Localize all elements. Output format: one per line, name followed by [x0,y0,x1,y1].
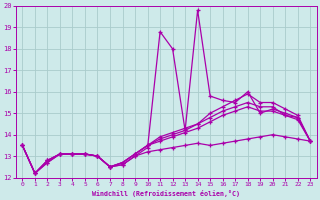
X-axis label: Windchill (Refroidissement éolien,°C): Windchill (Refroidissement éolien,°C) [92,190,240,197]
